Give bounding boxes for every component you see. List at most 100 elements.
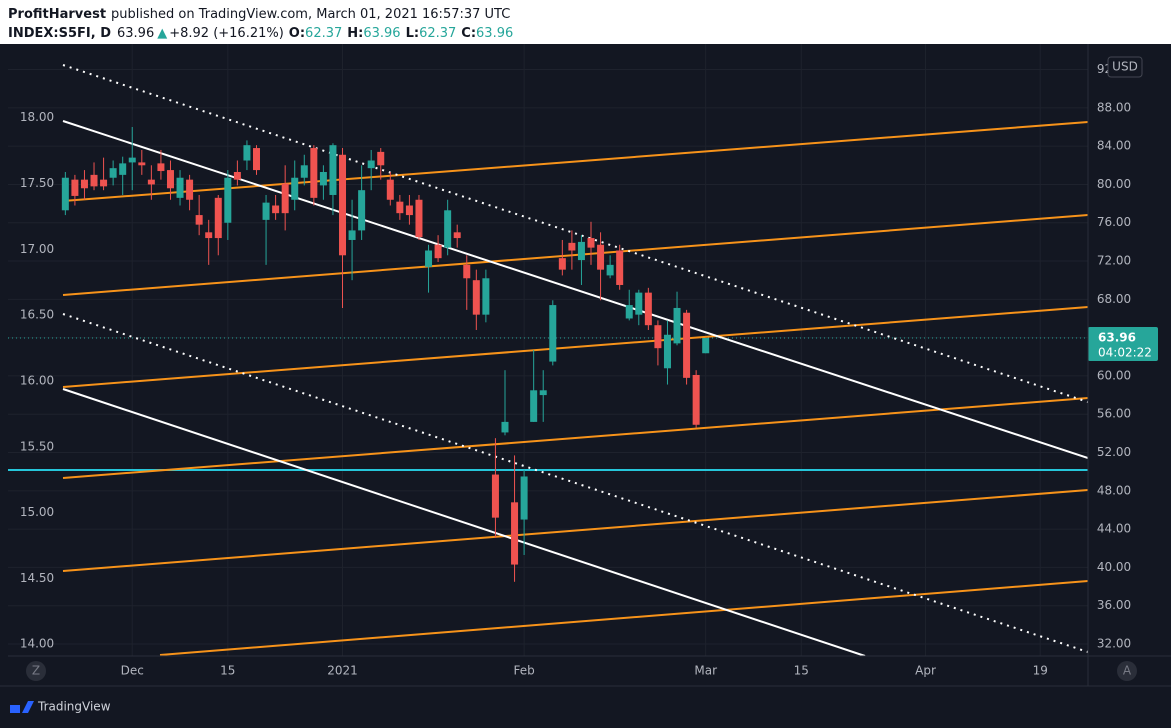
candle-body <box>176 177 184 198</box>
c-label: C: <box>461 26 476 41</box>
candle-body <box>348 230 356 240</box>
zoom-button[interactable] <box>26 661 46 681</box>
o-label: O: <box>289 26 305 41</box>
candle-body <box>673 307 681 344</box>
arrow: ▲ <box>157 26 167 41</box>
channel-line <box>62 214 1088 296</box>
zoom-icon: Z <box>32 664 40 678</box>
trend-line <box>62 388 866 656</box>
dotted-trend-line <box>62 64 1088 403</box>
dotted-trend-line <box>62 313 1088 653</box>
grid <box>8 44 1088 656</box>
currency-box[interactable] <box>1107 56 1143 78</box>
candle-body <box>702 338 710 354</box>
candle-body <box>386 179 394 200</box>
candle-body <box>147 179 155 185</box>
h-label: H: <box>347 26 363 41</box>
candle-body <box>377 151 385 166</box>
candle-body <box>205 232 213 239</box>
symbol: INDEX:S5FI, D <box>8 26 111 41</box>
l-value: 62.37 <box>419 26 456 41</box>
y-tick-label: 14.00 <box>20 637 54 651</box>
x-tick-label: 2021 <box>327 664 358 678</box>
candle-body <box>128 157 136 163</box>
countdown: 04:02:22 <box>1098 346 1152 360</box>
channel-line <box>62 306 1088 388</box>
brand: TradingView <box>37 700 111 714</box>
candle-body <box>568 242 576 251</box>
candle-body <box>138 162 146 166</box>
y2-tick-label: 48.00 <box>1097 483 1131 497</box>
y2-tick-label: 72.00 <box>1097 254 1131 268</box>
y2-tick-label: 32.00 <box>1097 637 1131 651</box>
candle-body <box>539 390 547 396</box>
candle-body <box>80 179 88 189</box>
auto-icon: A <box>1123 664 1132 678</box>
candle-body <box>530 390 538 422</box>
candle-body <box>319 171 327 186</box>
candle-body <box>166 170 174 189</box>
y-tick-label: 15.50 <box>20 439 54 453</box>
candle-body <box>520 476 528 520</box>
candle-body <box>549 305 557 362</box>
price-label-box <box>1088 327 1158 362</box>
brand-logo <box>10 701 34 713</box>
price-label: 63.96 <box>1098 331 1136 345</box>
x-tick-label: 19 <box>1033 664 1048 678</box>
candle-body <box>577 241 585 261</box>
candle-body <box>663 334 671 369</box>
y2-tick-label: 88.00 <box>1097 100 1131 114</box>
auto-button[interactable] <box>1117 661 1137 681</box>
candle-body <box>692 374 700 425</box>
y2-tick-label: 76.00 <box>1097 215 1131 229</box>
candle-body <box>558 258 566 270</box>
o-value: 62.37 <box>305 26 342 41</box>
y-tick-label: 18.00 <box>20 110 54 124</box>
x-tick-label: Mar <box>694 664 717 678</box>
candle-body <box>367 160 375 169</box>
candle-body <box>243 145 251 161</box>
y-tick-label: 16.00 <box>20 373 54 387</box>
candle-body <box>224 177 232 223</box>
candle-body <box>472 280 480 315</box>
candle-body <box>453 232 461 239</box>
candle-body <box>683 312 691 378</box>
y-tick-label: 17.50 <box>20 176 54 190</box>
candle-body <box>214 197 222 239</box>
candle-body <box>109 168 117 178</box>
candle-body <box>606 264 614 276</box>
header-line-2: INDEX:S5FI, D 63.96 ▲ +8.92 (+16.21%) O:62.3… <box>8 26 513 41</box>
candles <box>61 126 710 582</box>
y-tick-label: 14.50 <box>20 571 54 585</box>
candle-body <box>100 179 108 187</box>
x-tick-label: 15 <box>794 664 809 678</box>
candle-body <box>329 145 337 195</box>
change: +8.92 (+16.21%) <box>169 26 284 41</box>
candle-body <box>262 202 270 220</box>
currency: USD <box>1112 60 1138 74</box>
x-tick-label: Apr <box>915 664 936 678</box>
y2-tick-label: 56.00 <box>1097 407 1131 421</box>
logo-shape <box>10 701 34 713</box>
l-label: L: <box>406 26 419 41</box>
candle-body <box>444 210 452 248</box>
candle-body <box>157 163 165 172</box>
candle-body <box>195 215 203 225</box>
candle-body <box>597 244 605 270</box>
channel-line <box>62 397 1088 479</box>
author: ProfitHarvest <box>8 7 106 22</box>
candle-body <box>252 148 260 171</box>
y2-tick-label: 84.00 <box>1097 139 1131 153</box>
candle-body <box>90 174 98 187</box>
c-value: 63.96 <box>476 26 513 41</box>
candle-body <box>425 250 433 267</box>
channel-line <box>62 121 1088 202</box>
y2-tick-label: 68.00 <box>1097 292 1131 306</box>
candle-body <box>616 250 624 285</box>
candle-body <box>339 154 347 256</box>
candle-body <box>644 292 652 326</box>
candle-body <box>635 292 643 315</box>
candle-body <box>625 305 633 319</box>
